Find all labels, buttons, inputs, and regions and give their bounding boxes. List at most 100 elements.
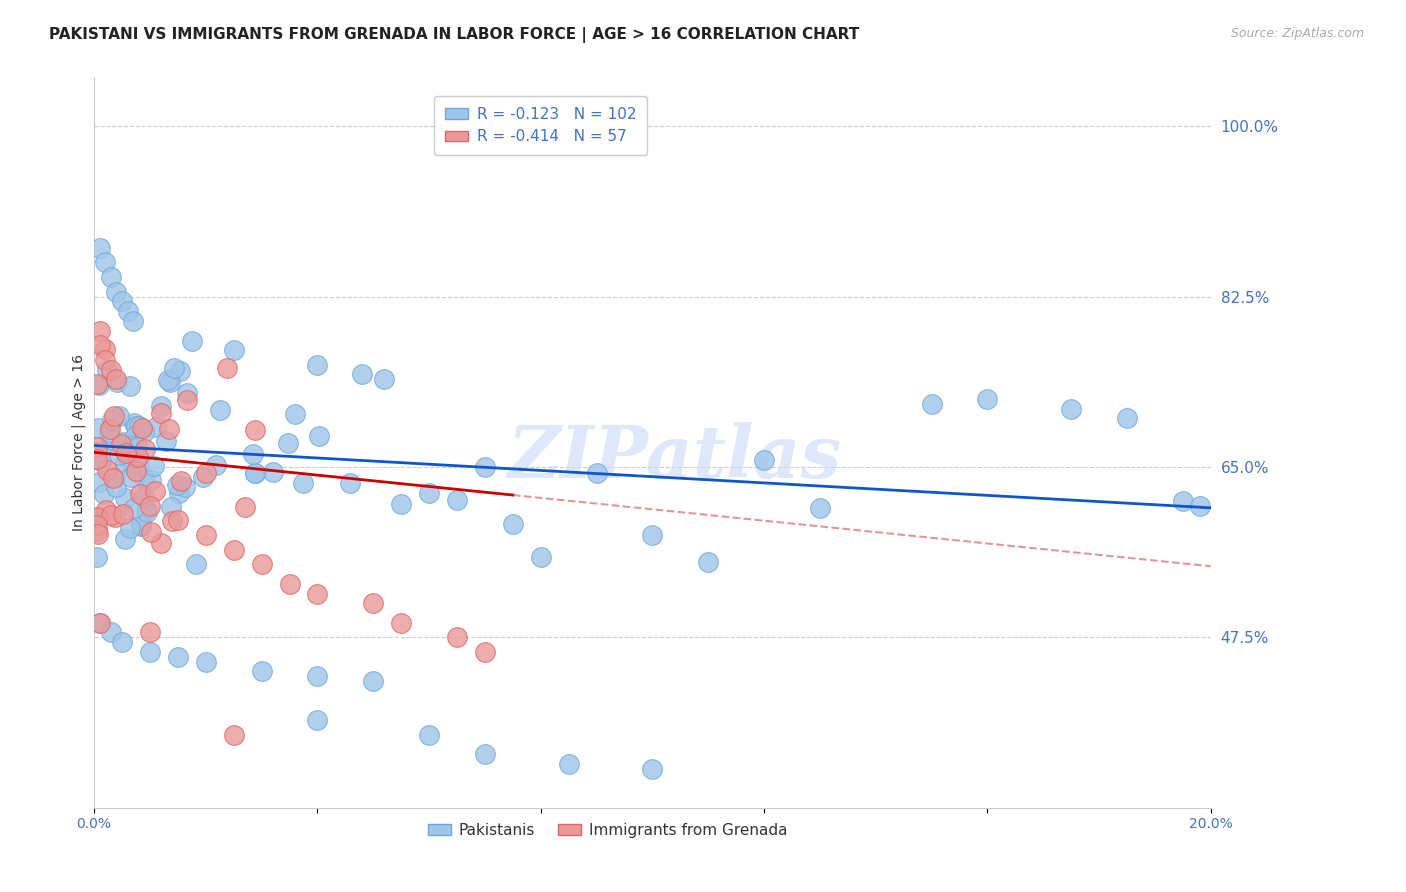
- Point: [100, 270, 122, 285]
- Point: [98, 425, 121, 440]
- Point: [90, 454, 112, 468]
- Point: [96, 503, 118, 517]
- Point: [557, 756, 579, 771]
- Point: [115, 449, 138, 463]
- Point: [108, 409, 131, 423]
- Point: [170, 475, 193, 489]
- Point: [89, 324, 111, 338]
- Point: [697, 555, 720, 569]
- Point: [96, 463, 118, 477]
- Point: [242, 447, 264, 461]
- Point: [111, 294, 134, 309]
- Point: [87, 511, 110, 525]
- Point: [143, 459, 166, 474]
- Point: [108, 448, 131, 462]
- Point: [124, 416, 146, 430]
- Point: [96, 363, 118, 377]
- Point: [129, 518, 152, 533]
- Point: [112, 435, 135, 450]
- Point: [205, 458, 228, 472]
- Legend: Pakistanis, Immigrants from Grenada: Pakistanis, Immigrants from Grenada: [422, 817, 793, 844]
- Point: [125, 440, 148, 454]
- Point: [93, 486, 115, 500]
- Point: [446, 492, 468, 507]
- Point: [150, 406, 173, 420]
- Point: [418, 485, 440, 500]
- Point: [446, 631, 468, 645]
- Point: [250, 665, 273, 679]
- Point: [141, 524, 163, 539]
- Point: [585, 466, 607, 480]
- Point: [250, 558, 273, 572]
- Point: [129, 486, 152, 500]
- Point: [132, 425, 155, 439]
- Point: [120, 470, 142, 484]
- Point: [114, 456, 136, 470]
- Point: [307, 669, 329, 683]
- Point: [104, 471, 127, 485]
- Point: [921, 397, 943, 411]
- Point: [474, 645, 496, 659]
- Point: [284, 407, 307, 421]
- Point: [112, 508, 135, 522]
- Point: [114, 491, 136, 505]
- Point: [278, 576, 301, 591]
- Point: [1060, 401, 1083, 416]
- Point: [104, 509, 127, 524]
- Point: [86, 509, 108, 524]
- Point: [100, 625, 122, 640]
- Point: [89, 475, 111, 489]
- Point: [222, 343, 245, 357]
- Point: [277, 435, 299, 450]
- Point: [87, 421, 110, 435]
- Point: [160, 500, 183, 515]
- Point: [166, 478, 188, 492]
- Point: [217, 360, 239, 375]
- Point: [86, 376, 108, 391]
- Point: [139, 645, 162, 659]
- Point: [100, 433, 122, 447]
- Point: [86, 452, 108, 467]
- Point: [1188, 499, 1211, 513]
- Point: [243, 467, 266, 481]
- Point: [641, 762, 664, 776]
- Point: [120, 439, 142, 453]
- Point: [150, 399, 173, 413]
- Point: [86, 440, 108, 454]
- Point: [131, 421, 153, 435]
- Point: [209, 403, 232, 417]
- Point: [194, 655, 217, 669]
- Point: [139, 474, 162, 488]
- Point: [94, 255, 117, 269]
- Point: [160, 514, 183, 528]
- Point: [1116, 411, 1139, 425]
- Point: [122, 314, 145, 328]
- Point: [641, 528, 664, 542]
- Point: [157, 422, 180, 436]
- Point: [132, 471, 155, 485]
- Point: [100, 508, 122, 522]
- Point: [94, 352, 117, 367]
- Point: [115, 446, 138, 460]
- Point: [808, 500, 831, 515]
- Point: [125, 464, 148, 478]
- Point: [118, 521, 141, 535]
- Point: [233, 500, 256, 514]
- Point: [89, 241, 111, 255]
- Point: [105, 285, 128, 299]
- Point: [145, 420, 167, 434]
- Point: [100, 362, 122, 376]
- Point: [117, 304, 139, 318]
- Point: [127, 450, 149, 465]
- Point: [121, 460, 143, 475]
- Point: [159, 375, 181, 389]
- Point: [86, 524, 108, 539]
- Point: [105, 375, 128, 389]
- Point: [307, 358, 329, 372]
- Point: [389, 615, 412, 630]
- Point: [176, 392, 198, 407]
- Point: [307, 586, 329, 600]
- Point: [98, 437, 121, 451]
- Point: [139, 625, 162, 640]
- Point: [157, 373, 180, 387]
